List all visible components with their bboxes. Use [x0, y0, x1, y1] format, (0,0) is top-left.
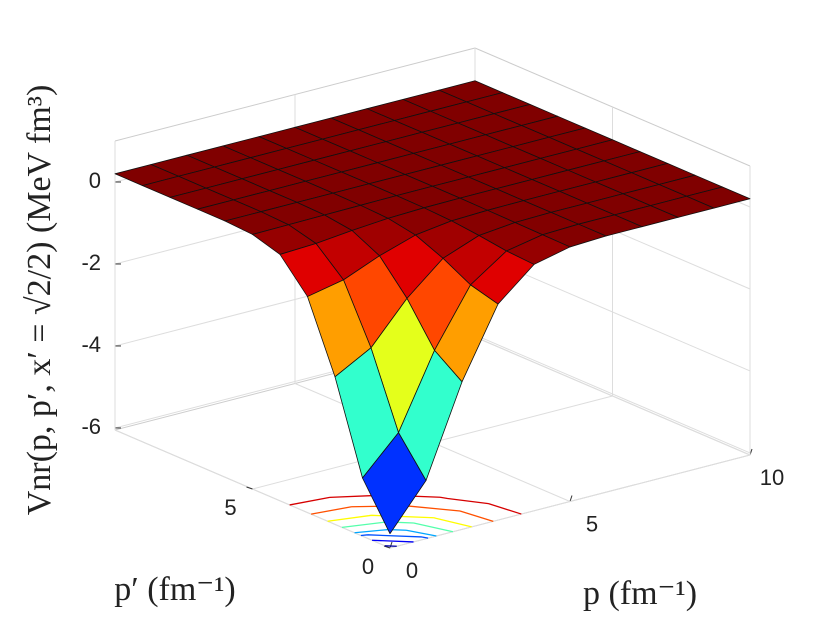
x-axis-label: p (fm⁻¹) [583, 575, 697, 612]
tick-mark [569, 495, 573, 502]
grid-line [389, 454, 751, 549]
z-tick-label: -2 [81, 250, 101, 275]
x-tick-label: 0 [406, 558, 418, 583]
y-tick-label: 5 [224, 495, 236, 520]
x-tick-label: 5 [586, 511, 598, 536]
contour [371, 539, 414, 543]
contour [327, 514, 472, 528]
y-tick-label: 0 [362, 554, 374, 579]
surface-patch [362, 432, 427, 535]
tick-mark [389, 541, 393, 549]
z-axis-label: Vnr(p, p′, x′ = √2/2) (MeV fm³) [21, 85, 58, 516]
z-tick-label: -6 [81, 414, 101, 439]
x-tick-label: 10 [760, 465, 784, 490]
y-axis-label: p′ (fm⁻¹) [114, 571, 236, 608]
contour [360, 534, 429, 539]
tick-mark [246, 486, 253, 490]
z-tick-label: -4 [81, 332, 101, 357]
z-tick-label: 0 [89, 168, 101, 193]
